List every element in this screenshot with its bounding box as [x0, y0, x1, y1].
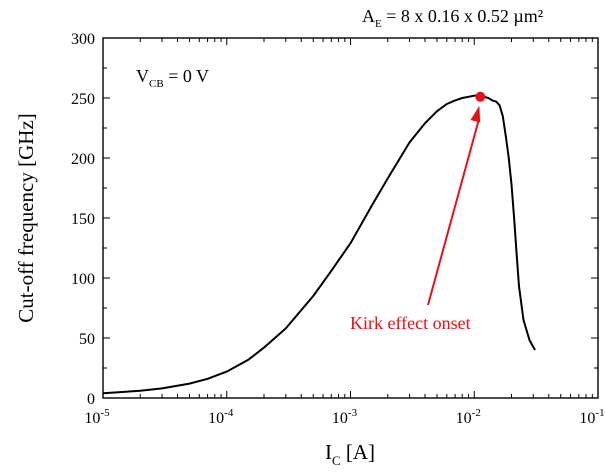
y-tick-label: 100 [71, 271, 95, 288]
y-tick-label: 150 [71, 211, 95, 228]
plot-frame [102, 37, 599, 399]
tick-labels: 10-5 10-4 10-3 10-2 10-1 0 50 100 150 200 250 300 [71, 31, 605, 427]
x-tick-label: 10-2 [456, 407, 481, 427]
y-tick-label: 0 [87, 391, 95, 408]
x-tick-label: 10-1 [579, 407, 604, 427]
series-layer [102, 91, 536, 395]
x-tick-label: 10-5 [84, 407, 110, 427]
kirk-arrow-shaft [427, 117, 481, 306]
y-tick-label: 50 [79, 331, 95, 348]
kirk-arrow-head [470, 105, 481, 123]
y-tick-label: 250 [71, 91, 95, 108]
emitter-area-annotation: AE = 8 x 0.16 x 0.52 µm² [362, 6, 543, 30]
x-tick-label: 10-4 [208, 407, 234, 427]
kirk-onset-point [475, 91, 486, 102]
x-tick-label: 10-3 [332, 407, 358, 427]
vcb-annotation: VCB = 0 V [136, 66, 209, 90]
y-tick-label: 200 [71, 151, 95, 168]
ft-vs-ic-line [102, 94, 536, 395]
y-tick-label: 300 [71, 31, 95, 48]
axis-ticks [102, 37, 599, 399]
y-axis-title: Cut-off frequency [GHz] [14, 113, 38, 323]
x-axis-title: IC [A] [325, 440, 375, 468]
kirk-effect-label: Kirk effect onset [350, 313, 471, 333]
